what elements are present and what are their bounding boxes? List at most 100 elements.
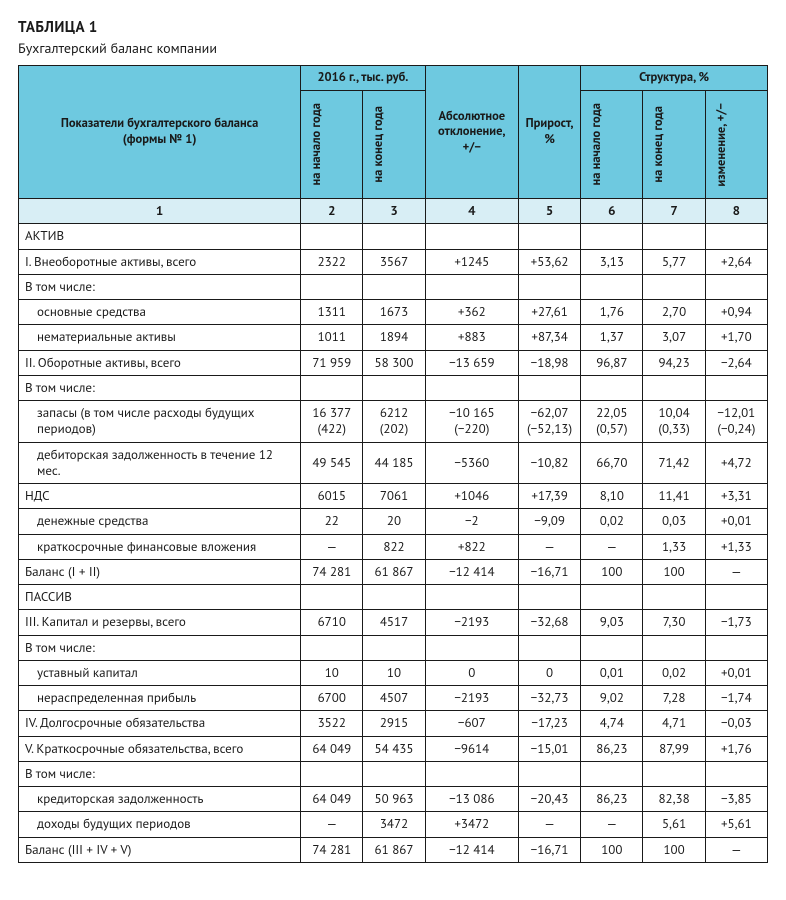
cell: 7061: [363, 484, 425, 509]
row-label: IV. Долгосрочные обязательства: [19, 711, 301, 736]
table-body: АКТИВI. Внеоборотные активы, всего232235…: [19, 224, 768, 863]
cell: +17,39: [518, 484, 580, 509]
table-row: III. Капитал и резервы, всего67104517−21…: [19, 610, 768, 635]
row-label: III. Капитал и резервы, всего: [19, 610, 301, 635]
hdr-year-group: 2016 г., тыс. руб.: [301, 66, 425, 91]
cell: +0,94: [705, 300, 767, 325]
cell: [643, 761, 705, 786]
cell: +1,70: [705, 325, 767, 350]
cell: −16,71: [518, 837, 580, 862]
row-label: Баланс (I + II): [19, 559, 301, 584]
row-label: В том числе:: [19, 635, 301, 660]
cell: −2193: [425, 686, 518, 711]
cell: 6700: [301, 686, 363, 711]
cell: 0: [518, 660, 580, 685]
cell: 9,03: [581, 610, 643, 635]
colnum: 2: [301, 199, 363, 224]
cell: +87,34: [518, 325, 580, 350]
cell: [705, 761, 767, 786]
cell: 86,23: [581, 736, 643, 761]
cell: 86,23: [581, 787, 643, 812]
row-label: В том числе:: [19, 274, 301, 299]
cell: 9,02: [581, 686, 643, 711]
hdr-year-start: на начало года: [307, 95, 327, 193]
cell: [518, 224, 580, 249]
cell: —: [705, 837, 767, 862]
cell: −16,71: [518, 559, 580, 584]
cell: +3472: [425, 812, 518, 837]
cell: −32,73: [518, 686, 580, 711]
cell: 71 959: [301, 350, 363, 375]
cell: +53,62: [518, 249, 580, 274]
colnum: 8: [705, 199, 767, 224]
table-row: АКТИВ: [19, 224, 768, 249]
cell: [705, 585, 767, 610]
cell: 3567: [363, 249, 425, 274]
cell: −13 659: [425, 350, 518, 375]
cell: 1673: [363, 300, 425, 325]
table-row: НДС60157061+1046+17,398,1011,41+3,31: [19, 484, 768, 509]
colnum: 3: [363, 199, 425, 224]
cell: 4,74: [581, 711, 643, 736]
table-row: В том числе:: [19, 375, 768, 400]
cell: +4,72: [705, 442, 767, 484]
cell: 64 049: [301, 736, 363, 761]
table-row: В том числе:: [19, 635, 768, 660]
colnum: 5: [518, 199, 580, 224]
cell: [301, 375, 363, 400]
cell: 74 281: [301, 837, 363, 862]
cell: —: [705, 559, 767, 584]
row-label: денежные средства: [19, 509, 301, 534]
cell: 20: [363, 509, 425, 534]
cell: −3,85: [705, 787, 767, 812]
cell: 100: [581, 559, 643, 584]
table-row: основные средства13111673+362+27,611,762…: [19, 300, 768, 325]
cell: 5,77: [643, 249, 705, 274]
cell: [643, 375, 705, 400]
cell: [425, 274, 518, 299]
cell: 3,07: [643, 325, 705, 350]
row-label: АКТИВ: [19, 224, 301, 249]
table-row: краткосрочные финансовые вложения—822+82…: [19, 534, 768, 559]
cell: 6710: [301, 610, 363, 635]
table-row: нераспределенная прибыль67004507−2193−32…: [19, 686, 768, 711]
cell: −62,07(−52,13): [518, 401, 580, 443]
row-label: доходы будущих периодов: [19, 812, 301, 837]
row-label: нераспределенная прибыль: [19, 686, 301, 711]
cell: [643, 585, 705, 610]
cell: 54 435: [363, 736, 425, 761]
cell: [581, 375, 643, 400]
table-row: V. Краткосрочные обязательства, всего64 …: [19, 736, 768, 761]
cell: [643, 274, 705, 299]
cell: [581, 585, 643, 610]
cell: —: [301, 812, 363, 837]
cell: —: [518, 812, 580, 837]
cell: —: [581, 812, 643, 837]
cell: —: [301, 534, 363, 559]
cell: −32,68: [518, 610, 580, 635]
cell: −9614: [425, 736, 518, 761]
cell: −2,64: [705, 350, 767, 375]
cell: [581, 761, 643, 786]
cell: [643, 635, 705, 660]
hdr-struct-group: Структура, %: [581, 66, 768, 91]
cell: +1245: [425, 249, 518, 274]
row-label: II. Оборотные активы, всего: [19, 350, 301, 375]
row-label: В том числе:: [19, 761, 301, 786]
table-row: Баланс (I + II)74 28161 867−12 414−16,71…: [19, 559, 768, 584]
cell: [518, 635, 580, 660]
cell: 71,42: [643, 442, 705, 484]
cell: [301, 761, 363, 786]
cell: —: [581, 534, 643, 559]
cell: [425, 585, 518, 610]
table-row: I. Внеоборотные активы, всего23223567+12…: [19, 249, 768, 274]
cell: 11,41: [643, 484, 705, 509]
table-subtitle: Бухгалтерский баланс компании: [18, 39, 768, 57]
hdr-year-end: на конец года: [369, 98, 389, 191]
cell: −13 086: [425, 787, 518, 812]
cell: [518, 375, 580, 400]
cell: [581, 224, 643, 249]
cell: [301, 274, 363, 299]
cell: [705, 635, 767, 660]
table-row: дебиторская задолженность в течение 12 м…: [19, 442, 768, 484]
